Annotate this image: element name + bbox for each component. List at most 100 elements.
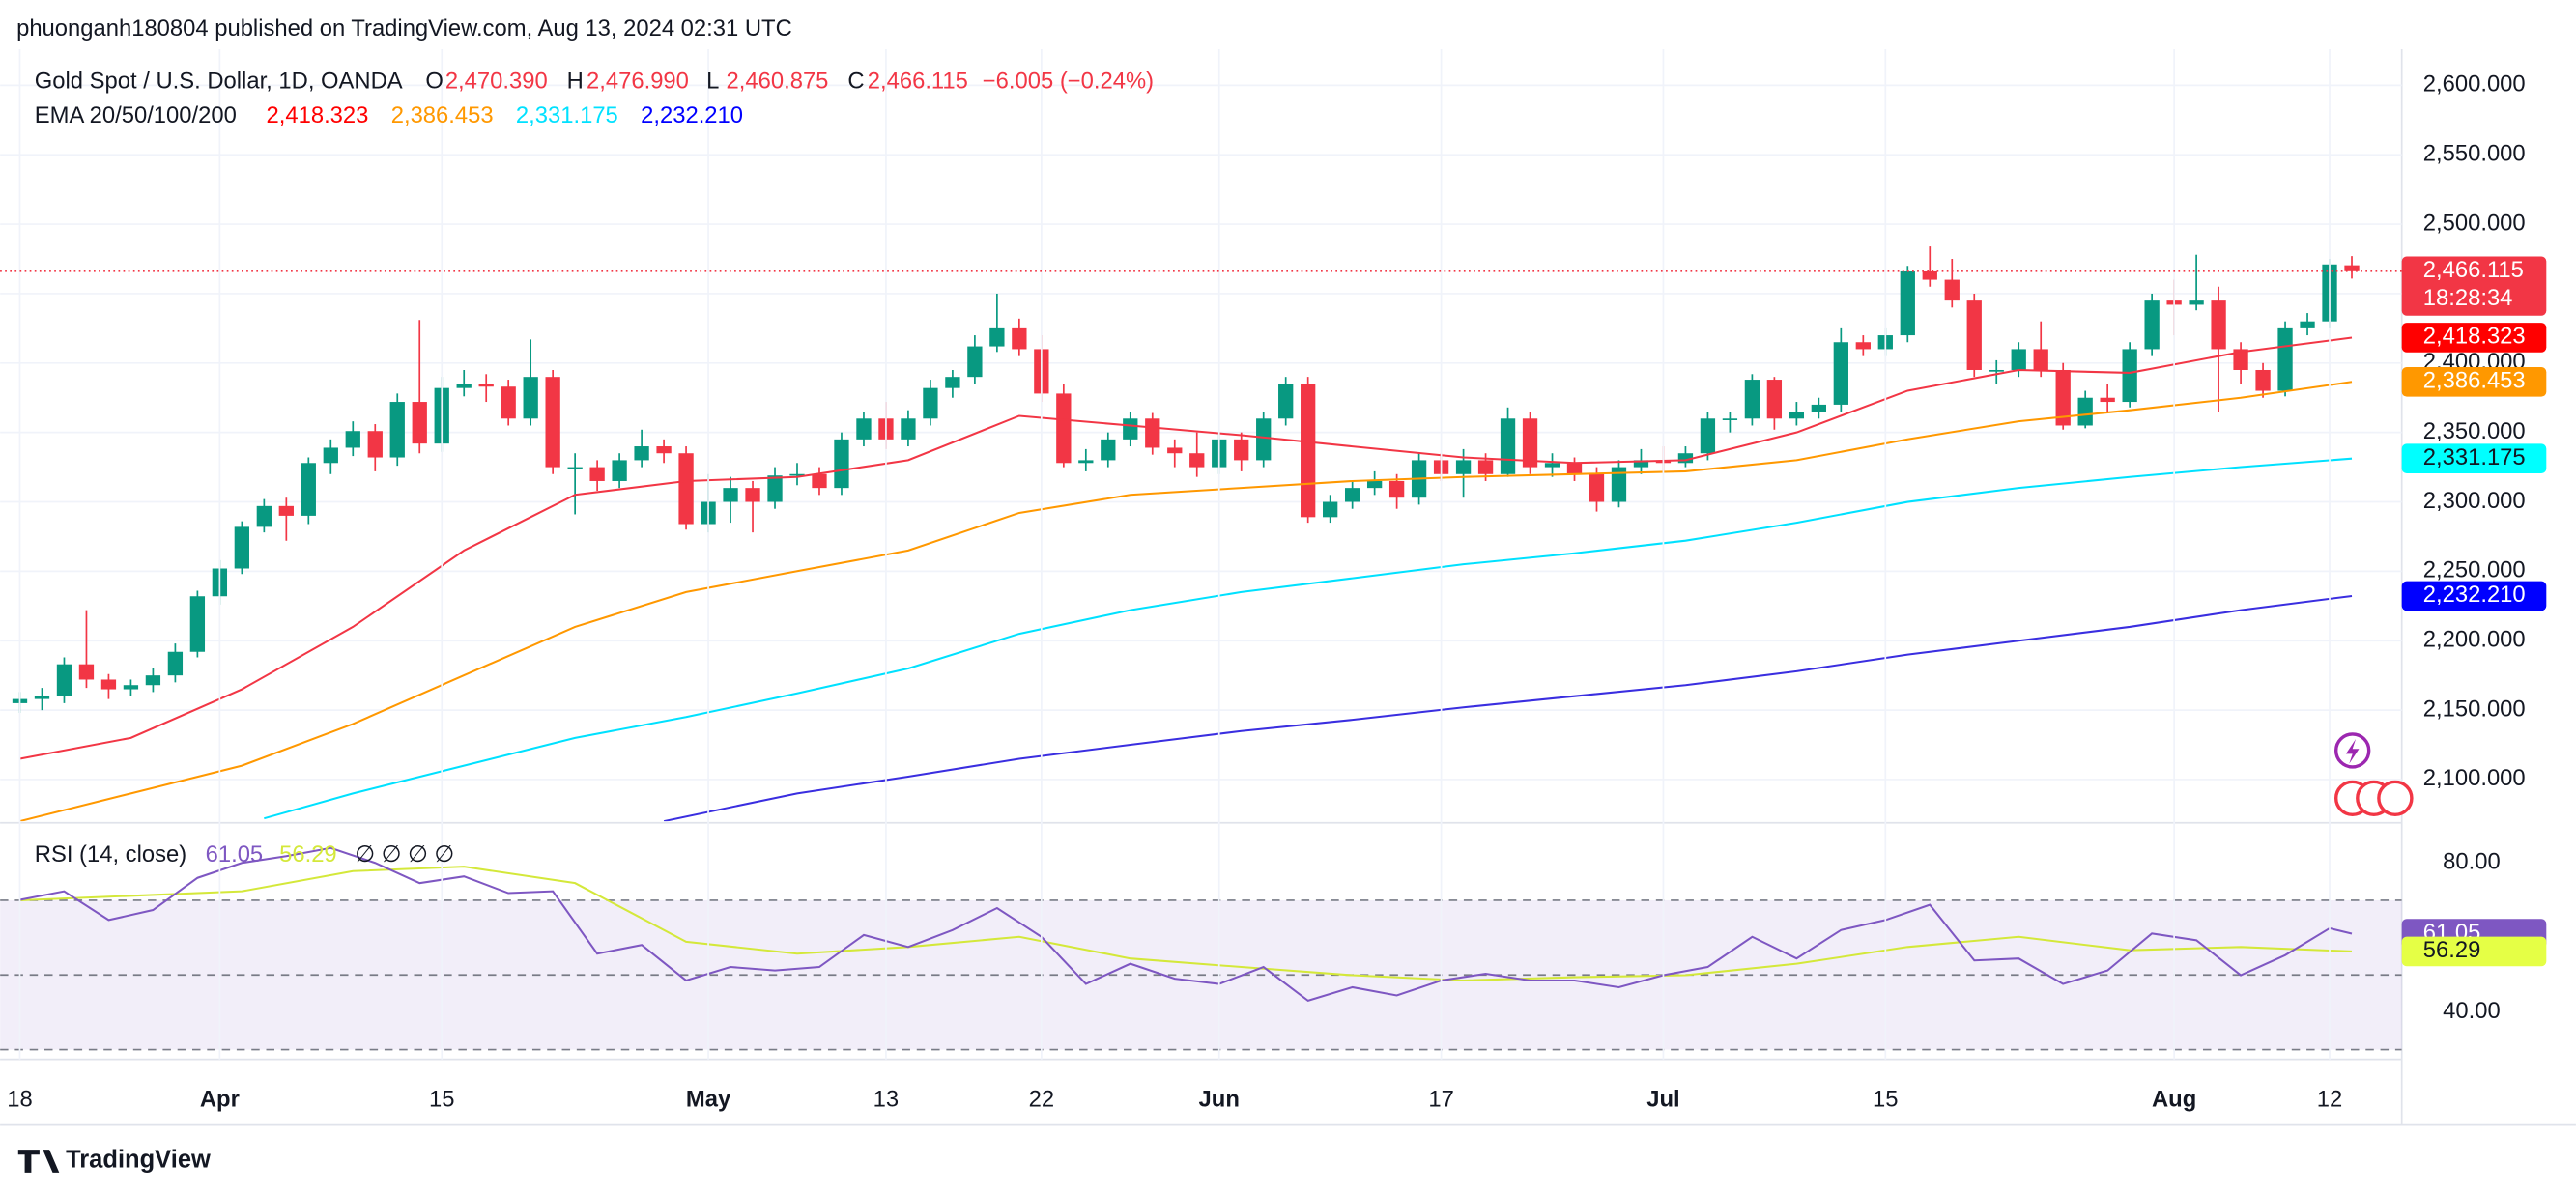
candle-body [2033,349,2048,370]
candle-body [1101,439,1116,461]
candle-body [1722,418,1738,420]
candle-body [278,505,294,516]
candle-body [323,447,338,464]
legend-value: 2,460.875 [727,68,829,94]
candle-body [189,596,206,652]
ema-box-label: 2,418.323 [2423,324,2526,350]
candle-body [1366,480,1383,489]
candle-body [1145,418,1160,448]
candle-body [2233,349,2248,370]
candle-body [412,402,427,444]
candle-body [1789,412,1805,419]
publish-note: phuonganh180804 published on TradingView… [16,15,792,42]
candle-body [100,679,117,690]
candle-body [2300,321,2315,328]
candle-body [856,418,872,440]
candle-body [234,526,250,569]
candle-body [145,675,161,686]
x-tick-label: Aug [2152,1086,2196,1112]
candle-body [1278,384,1294,419]
legend-change: −6.005 (−0.24%) [983,68,1154,94]
ema-legend-value: 2,232.210 [641,102,743,128]
legend-key: C [847,68,864,94]
legend-value: 2,476.990 [587,68,689,94]
legend-symbol: Gold Spot / U.S. Dollar, 1D, OANDA [35,68,403,94]
candle-body [678,453,694,525]
countdown-label: 18:28:34 [2423,285,2513,311]
candle-body [167,651,184,676]
ema-box [2401,366,2547,397]
candle-body [2122,349,2137,403]
candle-body [901,418,916,440]
candle-body [1167,447,1183,454]
candle-body [1544,463,1560,468]
candle-body [2100,397,2115,403]
legend-value: 2,470.390 [445,68,548,94]
flag-icon[interactable] [2377,780,2414,816]
ema-box [2401,581,2547,611]
candle-body [789,473,805,476]
candle-body [2344,265,2360,271]
candle-body [1256,418,1272,461]
x-tick-label: Apr [200,1086,240,1112]
y-tick-label: 40.00 [2443,998,2501,1024]
ema-legend-title: EMA 20/50/100/200 [35,102,237,128]
rsi-legend-value: 56.29 [279,841,337,867]
candle-body [1500,418,1516,474]
candle-body [834,439,849,489]
candle-body [1012,327,1027,350]
candle-body [345,431,360,448]
footer-brand: TradingView [66,1147,211,1174]
x-tick-label: May [686,1086,731,1112]
candle-body [1589,473,1605,502]
candle-body [1677,453,1694,464]
candle-body [1900,270,1915,336]
candle-body [1633,460,1649,468]
candle-body [523,377,538,419]
candle-body [812,473,827,489]
candle-body [1922,270,1937,280]
y-tick-label: 2,500.000 [2423,210,2526,236]
candle-body [456,384,472,388]
rsi-box [2401,936,2547,967]
candle-body [2055,369,2071,426]
candle-body [478,384,494,387]
price-pane [0,84,2402,822]
x-tick-label: 15 [429,1086,454,1112]
candle-body [1123,418,1138,440]
candle-body [1344,488,1360,502]
candle-body [1477,460,1494,474]
candle-body [1944,279,1960,301]
candle-body [1189,453,1205,468]
candle-body [989,327,1005,347]
legend-value: 2,466.115 [868,68,968,94]
candle-body [1056,393,1072,464]
y-tick-label: 2,200.000 [2423,627,2526,653]
x-tick-label: 17 [1428,1086,1453,1112]
y-tick-label: 2,250.000 [2423,557,2526,583]
indicator-line [19,381,2353,822]
ema-box-label: 2,232.210 [2423,582,2526,608]
ema-legend-value: 2,331.175 [516,102,618,128]
candle-body [501,386,516,419]
y-tick-label: 2,350.000 [2423,418,2526,444]
x-tick-label: Jun [1199,1086,1240,1112]
ema-box-label: 2,331.175 [2423,444,2526,470]
x-tick-label: 22 [1029,1086,1054,1112]
legend-key: L [706,68,719,94]
candle-body [545,377,560,468]
rsi-legend-title: RSI (14, close) [35,841,186,867]
y-tick-label: 2,300.000 [2423,488,2526,514]
legend-key: O [425,68,444,94]
candle-body [2011,349,2026,370]
candle-body [1566,463,1583,474]
y-tick-label: 2,550.000 [2423,141,2526,167]
x-tick-label: 18 [7,1086,32,1112]
candle-body [1833,342,1848,405]
candle-body [567,467,583,469]
candle-body [1301,384,1316,518]
candle-body [767,475,783,502]
candle-body [2255,369,2271,391]
